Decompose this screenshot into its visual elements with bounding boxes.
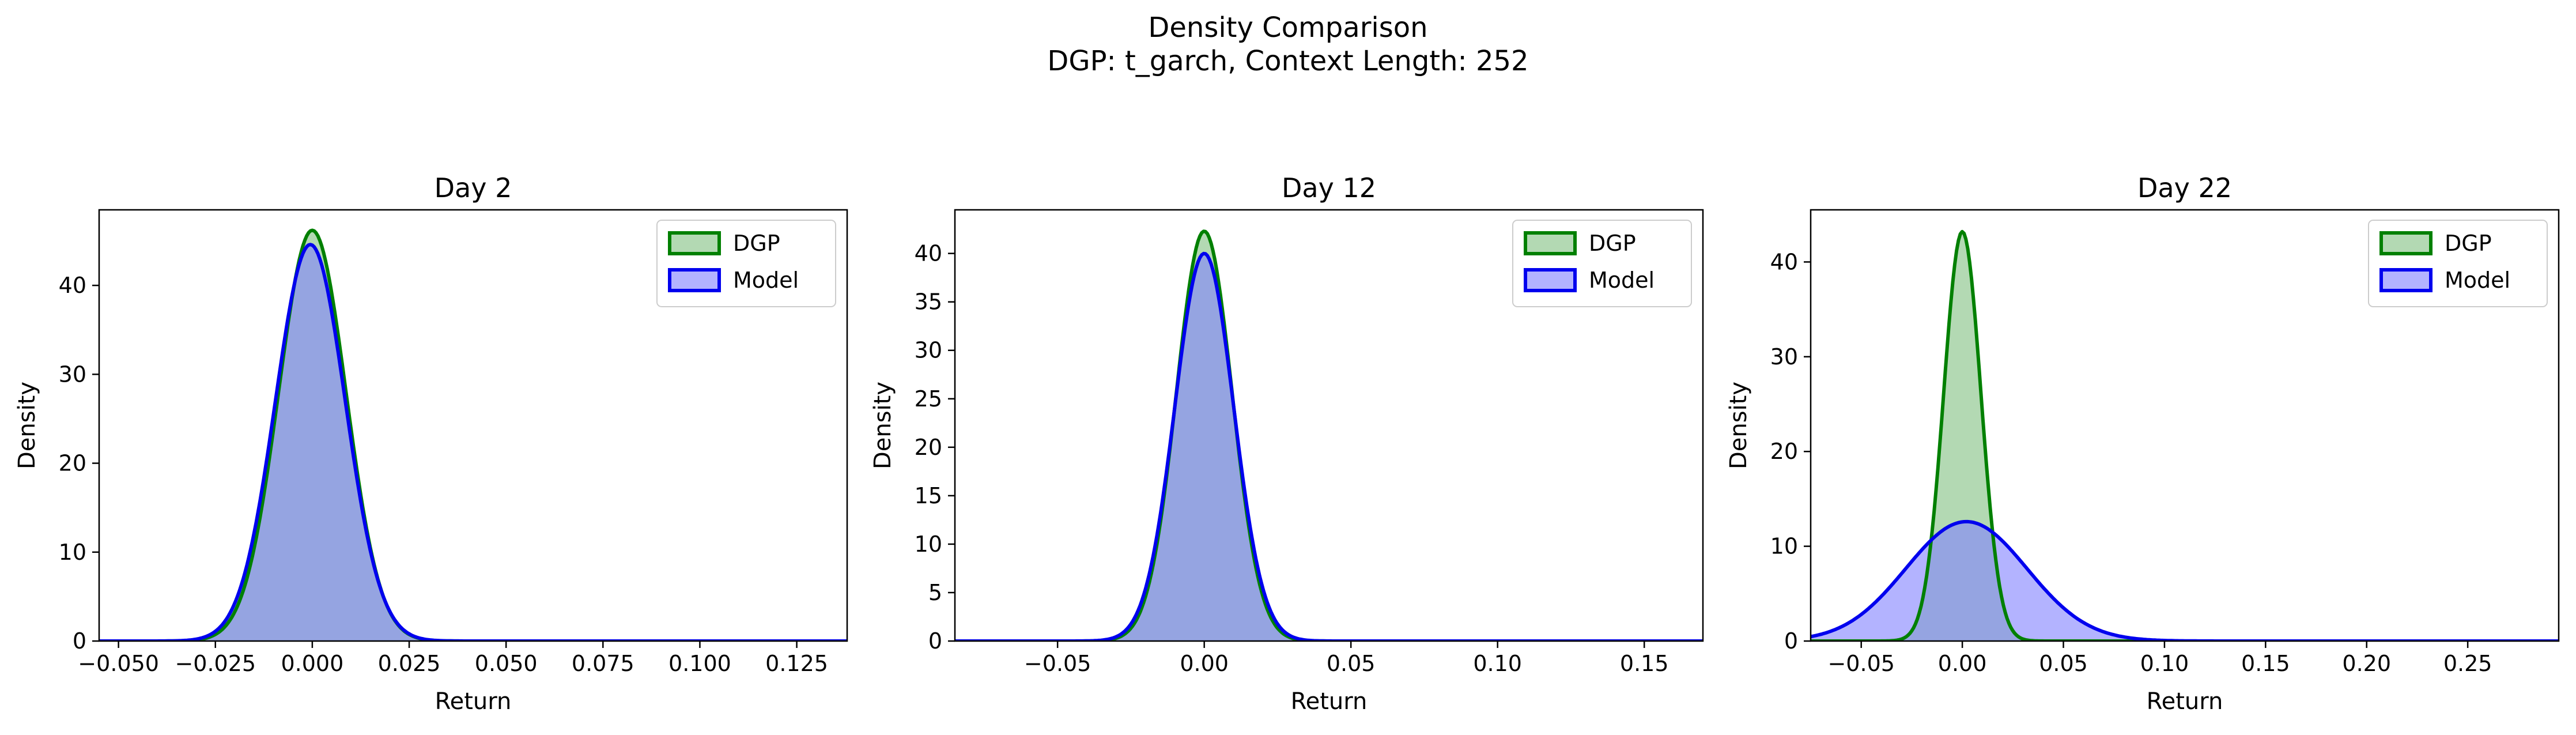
- line-dgp: [1811, 229, 2559, 641]
- legend-swatch-dgp: [2379, 231, 2433, 255]
- line-model: [99, 243, 847, 641]
- y-tick-label: 20: [59, 451, 86, 476]
- y-axis-label: Density: [1725, 382, 1752, 469]
- y-tick-label: 40: [915, 241, 942, 266]
- figure-title: Density Comparison: [1148, 12, 1427, 44]
- y-tick-label: 20: [1770, 439, 1798, 464]
- legend-label-dgp: DGP: [733, 231, 780, 256]
- x-axis-label: Return: [1291, 688, 1368, 715]
- legend-swatch-dgp: [668, 231, 721, 255]
- x-tick-label: 0.025: [378, 651, 441, 676]
- y-axis-label: Density: [870, 382, 896, 469]
- x-tick-label: 0.100: [668, 651, 731, 676]
- x-tick-label: 0.000: [281, 651, 343, 676]
- x-tick-label: 0.00: [1938, 651, 1987, 676]
- y-tick-label: 0: [73, 628, 86, 654]
- axes-frame: [1810, 209, 2560, 642]
- legend: DGP Model: [656, 220, 836, 307]
- x-axis-label: Return: [435, 688, 512, 715]
- legend-label-dgp: DGP: [1589, 231, 1636, 256]
- legend-label-model: Model: [733, 267, 799, 293]
- area-dgp: [1811, 231, 2559, 641]
- legend: DGP Model: [1512, 220, 1692, 307]
- x-tick-label: −0.025: [175, 651, 256, 676]
- area-model: [1811, 521, 2559, 641]
- x-tick-label: 0.10: [1473, 651, 1522, 676]
- y-axis-label: Density: [14, 382, 40, 469]
- line-model: [955, 251, 1703, 641]
- y-tick-label: 35: [915, 289, 942, 315]
- y-tick-label: 0: [928, 628, 942, 654]
- panel-title: Day 22: [2137, 172, 2232, 203]
- plot-area: [99, 228, 847, 641]
- x-tick-label: 0.25: [2443, 651, 2492, 676]
- y-tick-label: 20: [915, 435, 942, 460]
- axes-frame: [98, 209, 848, 642]
- y-tick-label: 30: [1770, 344, 1798, 370]
- x-tick-label: 0.05: [2039, 651, 2088, 676]
- panel-day-2: −0.050 −0.025 0.000 0.025 0.050 0.075 0.100 0.1…: [14, 172, 848, 715]
- x-tick-label: 0.125: [765, 651, 828, 676]
- y-tick-label: 10: [915, 532, 942, 557]
- x-tick-label: 0.05: [1327, 651, 1376, 676]
- legend-label-model: Model: [1589, 267, 1655, 293]
- x-axis-label: Return: [2147, 688, 2223, 715]
- x-tick-label: −0.05: [1827, 651, 1894, 676]
- panel-title: Day 12: [1282, 172, 1376, 203]
- panel-title: Day 2: [435, 172, 512, 203]
- line-dgp: [99, 228, 847, 641]
- y-tick-label: 15: [915, 483, 942, 508]
- x-tick-label: 0.15: [2241, 651, 2290, 676]
- x-tick-label: 0.075: [572, 651, 634, 676]
- y-tick-label: 25: [915, 386, 942, 412]
- y-tick-label: 40: [59, 273, 86, 298]
- y-tick-label: 40: [1770, 249, 1798, 274]
- panel-day-22: −0.05 0.00 0.05 0.10 0.15 0.20 0.25 0 10 20 30 40 Da…: [1725, 172, 2560, 715]
- legend-label-model: Model: [2445, 267, 2510, 293]
- area-model: [955, 253, 1703, 641]
- x-tick-label: −0.050: [78, 651, 159, 676]
- y-tick-label: 10: [1770, 534, 1798, 559]
- x-tick-label: 0.15: [1620, 651, 1669, 676]
- x-tick-label: −0.05: [1024, 651, 1091, 676]
- y-tick-label: 0: [1784, 628, 1798, 654]
- legend-swatch-model: [1524, 268, 1577, 292]
- legend-label-dgp: DGP: [2445, 231, 2492, 256]
- axes-frame: [954, 209, 1704, 642]
- y-tick-label: 5: [928, 580, 942, 605]
- y-tick-label: 10: [59, 540, 86, 565]
- x-tick-label: 0.10: [2140, 651, 2189, 676]
- x-tick-label: 0.00: [1180, 651, 1229, 676]
- legend-swatch-dgp: [1524, 231, 1577, 255]
- legend: DGP Model: [2368, 220, 2548, 307]
- legend-swatch-model: [668, 268, 721, 292]
- y-tick-label: 30: [59, 361, 86, 387]
- y-tick-label: 30: [915, 338, 942, 363]
- legend-swatch-model: [2379, 268, 2433, 292]
- x-tick-label: 0.050: [475, 651, 538, 676]
- figure-subtitle: DGP: t_garch, Context Length: 252: [1047, 45, 1528, 77]
- panel-day-12: −0.05 0.00 0.05 0.10 0.15 0 5 10 15 20 25 30 35 40 Day…: [870, 172, 1704, 715]
- x-tick-label: 0.20: [2342, 651, 2391, 676]
